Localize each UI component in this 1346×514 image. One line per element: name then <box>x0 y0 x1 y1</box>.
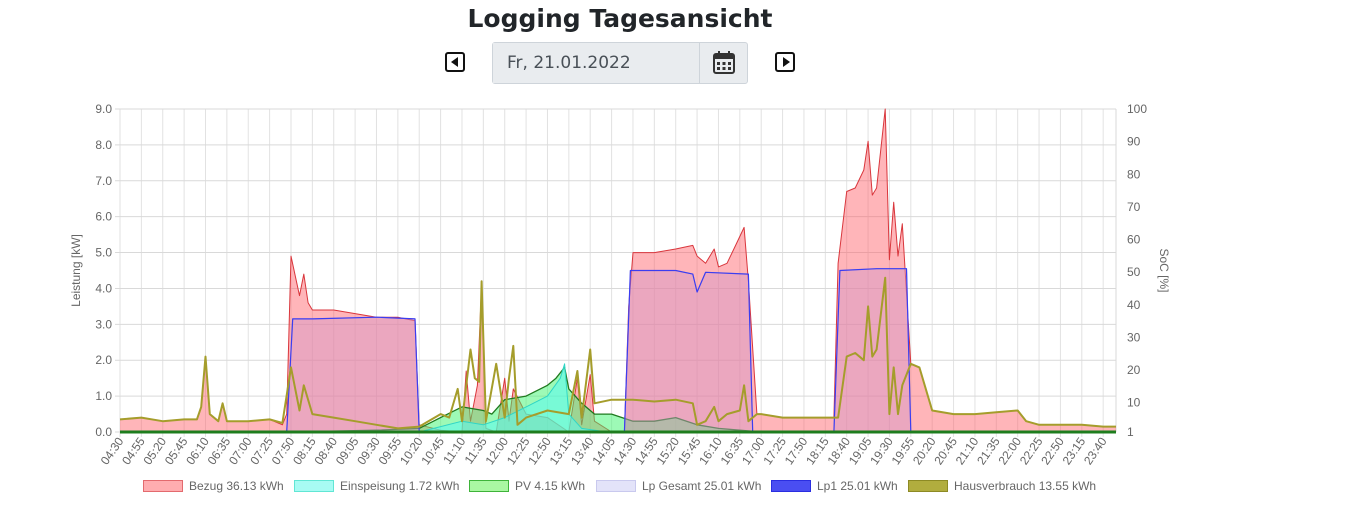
caret-left-icon <box>451 57 458 67</box>
next-day-button[interactable] <box>775 52 795 72</box>
legend-swatch-pv <box>469 480 509 492</box>
legend-label-bezug: Bezug 36.13 kWh <box>189 479 284 493</box>
series-area-pv <box>120 367 1116 432</box>
y2-tick-label: 50 <box>1127 265 1141 279</box>
series-group <box>119 108 1116 433</box>
legend-swatch-hausverbrauch <box>908 480 948 492</box>
grid <box>115 108 1117 437</box>
calendar-button[interactable] <box>700 43 747 83</box>
series-line-hausverbrauch <box>119 276 1116 430</box>
y2-tick-label: 20 <box>1127 363 1141 377</box>
y-tick-label: 9.0 <box>95 102 112 116</box>
y-tick-label: 5.0 <box>95 246 112 260</box>
calendar-icon <box>713 51 735 74</box>
series-line-einspeisung <box>120 363 1116 433</box>
y-tick-label: 7.0 <box>95 174 112 188</box>
y-tick-label: 1.0 <box>95 389 112 403</box>
date-picker[interactable]: Fr, 21.01.2022 <box>492 42 748 84</box>
y-axis-title: Leistung [kW] <box>69 234 83 307</box>
y2-tick-label: 90 <box>1127 135 1141 149</box>
legend-swatch-lp1 <box>771 480 811 492</box>
y-tick-label: 4.0 <box>95 281 112 295</box>
y-tick-label: 3.0 <box>95 317 112 331</box>
caret-right-icon <box>783 57 790 67</box>
y-tick-label: 8.0 <box>95 138 112 152</box>
y-tick-label: 6.0 <box>95 210 112 224</box>
y2-tick-label: 70 <box>1127 200 1141 214</box>
y2-tick-label: 80 <box>1127 167 1141 181</box>
y-tick-label: 0.0 <box>95 425 112 439</box>
legend-swatch-lp-gesamt <box>596 480 636 492</box>
legend-label-lp-gesamt: Lp Gesamt 25.01 kWh <box>642 479 762 493</box>
y2-tick-label: 100 <box>1127 102 1147 116</box>
legend-label-lp1: Lp1 25.01 kWh <box>817 479 898 493</box>
y2-tick-label: 40 <box>1127 298 1141 312</box>
legend-label-pv: PV 4.15 kWh <box>515 479 586 493</box>
y2-axis-title: SoC [%] <box>1157 248 1171 292</box>
legend-swatch-bezug <box>143 480 183 492</box>
power-chart: 0.0 1.0 2.0 3.0 4.0 5.0 6.0 7.0 8.0 9.0 1 10 20 30 40 5… <box>69 102 1171 467</box>
x-tick-label: 10:45 <box>418 434 447 467</box>
y2-tick-label: 10 <box>1127 396 1141 410</box>
legend-label-einspeisung: Einspeisung 1.72 kWh <box>340 479 460 493</box>
x-tick-label: 23:40 <box>1081 434 1110 467</box>
y-tick-label: 2.0 <box>95 353 112 367</box>
y2-tick-label: 60 <box>1127 233 1141 247</box>
legend-label-hausverbrauch: Hausverbrauch 13.55 kWh <box>954 479 1097 493</box>
page-title: Logging Tagesansicht <box>467 4 773 33</box>
previous-day-button[interactable] <box>445 52 465 72</box>
series-line-lp1 <box>120 268 1116 433</box>
y2-tick-label: 30 <box>1127 330 1141 344</box>
chart-legend: Bezug 36.13 kWh Einspeisung 1.72 kWh PV … <box>0 476 1240 496</box>
date-input[interactable]: Fr, 21.01.2022 <box>493 43 700 83</box>
legend-swatch-einspeisung <box>294 480 334 492</box>
series-area-bezug <box>120 109 1116 432</box>
y2-tick-label: 1 <box>1127 425 1134 439</box>
x-tick-label: 11:10 <box>440 434 468 466</box>
